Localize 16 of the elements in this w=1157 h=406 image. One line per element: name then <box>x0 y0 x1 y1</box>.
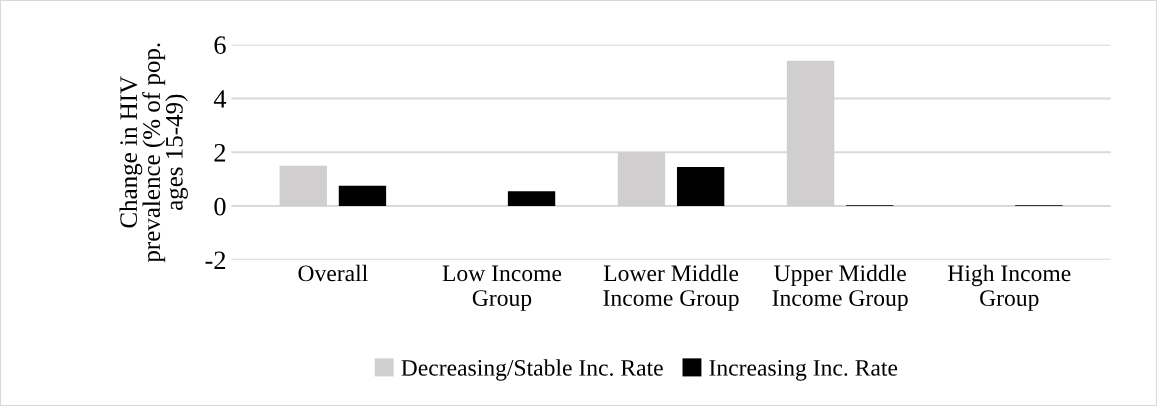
legend-label: Decreasing/Stable Inc. Rate <box>401 359 663 381</box>
y-axis-title: Change in HIV prevalence (% of pop. ages 15-49) <box>119 43 188 263</box>
y-tick-label: 0 <box>214 197 226 216</box>
x-tick-label: Low Income Group <box>442 265 562 311</box>
legend-label: Increasing Inc. Rate <box>709 359 898 381</box>
y-tick-label: -2 <box>205 251 226 269</box>
y-tick-label: 4 <box>213 90 227 108</box>
x-tick-label: Overall <box>298 264 368 282</box>
x-tick-label: High Income Group <box>947 264 1071 311</box>
bar <box>676 167 725 207</box>
y-tick-label: 2 <box>214 143 226 162</box>
x-tick-label: Upper Middle Income Group <box>772 264 908 311</box>
bar <box>507 191 556 207</box>
y-tick-label: 6 <box>214 36 226 55</box>
bar <box>338 185 387 207</box>
x-tick-label: Lower Middle Income Group <box>603 264 739 311</box>
